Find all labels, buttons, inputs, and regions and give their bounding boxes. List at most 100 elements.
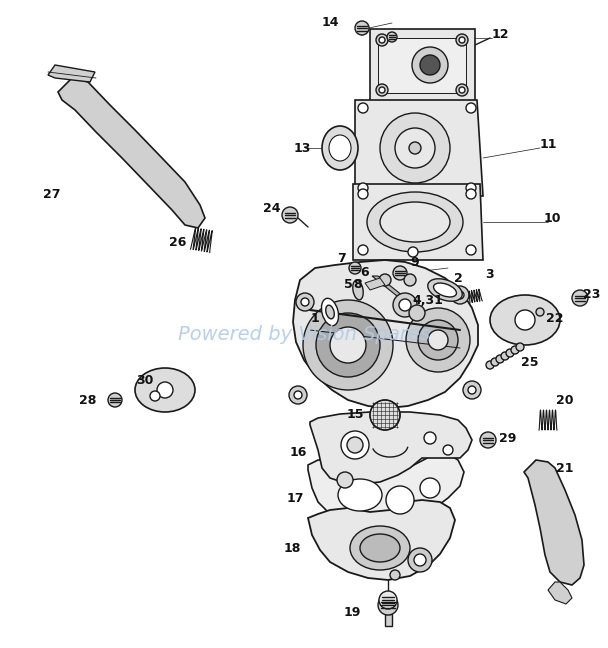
Circle shape: [466, 183, 476, 193]
Circle shape: [303, 300, 393, 390]
Circle shape: [108, 393, 122, 407]
Ellipse shape: [135, 368, 195, 412]
Circle shape: [393, 293, 417, 317]
Text: 7: 7: [337, 251, 347, 264]
Circle shape: [409, 305, 425, 321]
Circle shape: [480, 432, 496, 448]
Circle shape: [157, 382, 173, 398]
Circle shape: [337, 472, 353, 488]
Text: 5: 5: [344, 279, 353, 292]
Text: 17: 17: [286, 491, 304, 505]
Text: 3: 3: [486, 268, 494, 281]
Text: 19: 19: [344, 605, 361, 618]
Circle shape: [370, 400, 400, 430]
Polygon shape: [310, 412, 472, 484]
Ellipse shape: [350, 526, 410, 570]
Polygon shape: [293, 260, 478, 408]
Circle shape: [418, 320, 458, 360]
Circle shape: [349, 262, 361, 274]
Text: Powered by Vision Spares: Powered by Vision Spares: [178, 325, 430, 345]
Circle shape: [420, 478, 440, 498]
Text: 30: 30: [136, 373, 154, 386]
Circle shape: [386, 486, 414, 514]
Text: 10: 10: [544, 211, 561, 224]
Circle shape: [387, 32, 397, 42]
Text: 18: 18: [283, 542, 301, 555]
Polygon shape: [353, 184, 483, 260]
Text: 1: 1: [311, 312, 319, 325]
Text: 2: 2: [454, 272, 462, 284]
Text: 21: 21: [556, 461, 574, 474]
Circle shape: [412, 47, 448, 83]
Circle shape: [301, 298, 309, 306]
Ellipse shape: [380, 202, 450, 242]
Circle shape: [379, 87, 385, 93]
Ellipse shape: [434, 283, 457, 297]
Circle shape: [296, 293, 314, 311]
Polygon shape: [308, 500, 455, 580]
Circle shape: [408, 548, 432, 572]
Polygon shape: [355, 100, 483, 196]
Circle shape: [289, 386, 307, 404]
Ellipse shape: [338, 479, 382, 511]
Ellipse shape: [367, 192, 463, 252]
Circle shape: [358, 189, 368, 199]
Text: 20: 20: [556, 393, 574, 406]
Text: 25: 25: [521, 356, 539, 369]
Text: 28: 28: [79, 393, 97, 406]
Circle shape: [378, 595, 398, 615]
Circle shape: [404, 274, 416, 286]
Text: 12: 12: [491, 29, 509, 41]
Circle shape: [424, 432, 436, 444]
Circle shape: [463, 381, 481, 399]
Circle shape: [466, 103, 476, 113]
Circle shape: [468, 386, 476, 394]
Polygon shape: [365, 278, 385, 290]
Circle shape: [150, 391, 160, 401]
Circle shape: [456, 34, 468, 46]
Circle shape: [390, 570, 400, 580]
Circle shape: [376, 84, 388, 96]
Circle shape: [459, 37, 465, 43]
Ellipse shape: [490, 295, 560, 345]
Circle shape: [451, 286, 469, 304]
Ellipse shape: [360, 534, 400, 562]
Text: 9: 9: [410, 255, 420, 268]
Circle shape: [491, 358, 499, 366]
Text: 27: 27: [43, 189, 61, 202]
Circle shape: [414, 554, 426, 566]
Bar: [384, 614, 392, 626]
Text: 4,31: 4,31: [413, 294, 443, 307]
Circle shape: [443, 445, 453, 455]
Circle shape: [428, 330, 448, 350]
Circle shape: [294, 391, 302, 399]
Circle shape: [380, 113, 450, 183]
Polygon shape: [48, 65, 95, 82]
Text: 6: 6: [361, 266, 369, 279]
Circle shape: [408, 247, 418, 257]
Text: 8: 8: [354, 279, 362, 292]
Circle shape: [406, 308, 470, 372]
Text: 15: 15: [346, 408, 364, 421]
Circle shape: [341, 431, 369, 459]
Circle shape: [393, 266, 407, 280]
Circle shape: [358, 183, 368, 193]
Circle shape: [572, 290, 588, 306]
Ellipse shape: [428, 279, 462, 301]
Text: 22: 22: [546, 312, 564, 325]
Circle shape: [459, 87, 465, 93]
Polygon shape: [548, 582, 572, 604]
Circle shape: [316, 313, 380, 377]
Text: 14: 14: [321, 16, 339, 29]
Text: 24: 24: [263, 202, 281, 214]
Circle shape: [330, 327, 366, 363]
Ellipse shape: [322, 126, 358, 170]
Circle shape: [456, 84, 468, 96]
Circle shape: [515, 310, 535, 330]
Circle shape: [536, 308, 544, 316]
Ellipse shape: [353, 280, 363, 300]
Circle shape: [376, 34, 388, 46]
Circle shape: [516, 343, 524, 351]
Circle shape: [282, 207, 298, 223]
Circle shape: [466, 245, 476, 255]
